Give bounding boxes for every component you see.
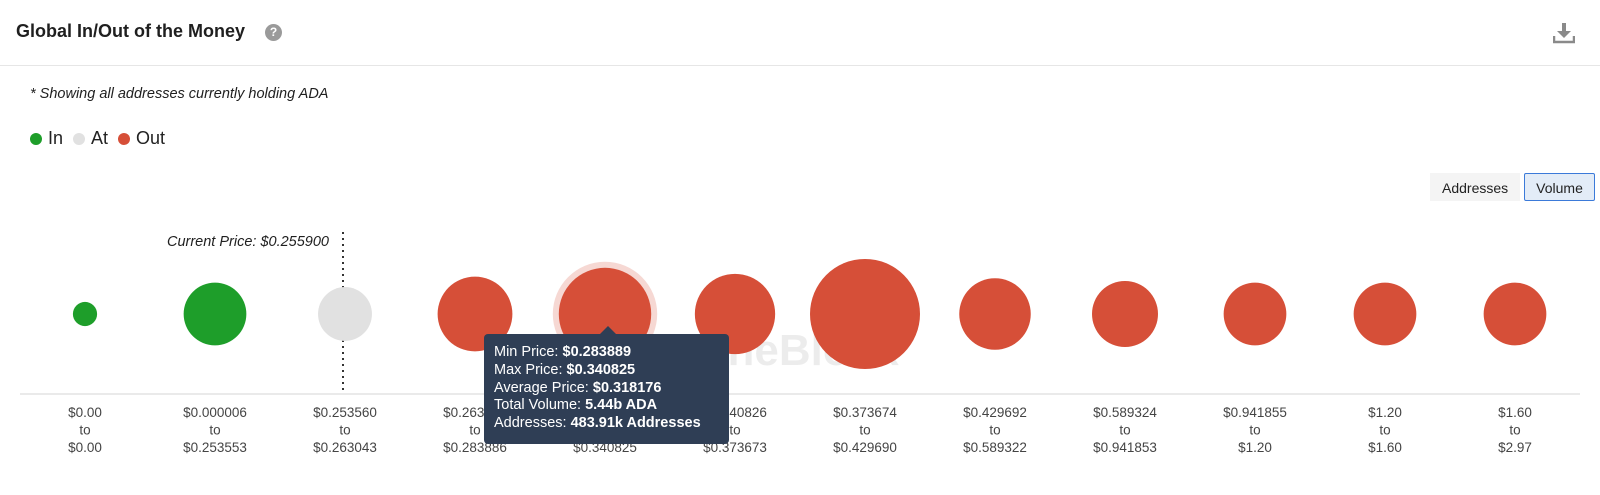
x-tick-label-1-1: to xyxy=(209,423,220,438)
x-tick-label-0-2: $0.00 xyxy=(68,440,102,455)
legend-label-out: Out xyxy=(136,128,166,148)
tooltip-addresses-value: 483.91k Addresses xyxy=(570,415,701,432)
chart-header: Global In/Out of the Money ? xyxy=(0,0,1600,66)
x-tick-label-11-1: to xyxy=(1509,423,1520,438)
x-tick-label-6-2: $0.429690 xyxy=(833,440,897,455)
legend-item-at[interactable]: At xyxy=(73,128,108,149)
chart-legend: In At Out xyxy=(30,128,175,149)
legend-dot-in xyxy=(30,132,42,145)
x-tick-label-10-1: to xyxy=(1379,423,1390,438)
x-tick-label-1-0: $0.000006 xyxy=(183,405,247,420)
x-tick-label-8-1: to xyxy=(1119,423,1130,438)
bubble-out-9[interactable] xyxy=(1223,282,1287,346)
x-tick-label-7-1: to xyxy=(989,423,1000,438)
bubble-out-7[interactable] xyxy=(959,278,1031,350)
bubble-tooltip: Min Price: $0.283889 Max Price: $0.34082… xyxy=(484,326,729,444)
bubble-out-10[interactable] xyxy=(1353,282,1417,346)
x-tick-label-3-1: to xyxy=(469,423,480,438)
tooltip-min-value: $0.283889 xyxy=(562,344,632,360)
x-tick-label-9-2: $1.20 xyxy=(1238,440,1272,455)
current-price-label: Current Price: $0.255900 xyxy=(167,234,329,250)
bubble-in-1[interactable] xyxy=(183,282,247,346)
addresses-toggle-button[interactable]: Addresses xyxy=(1430,173,1521,201)
tooltip-max-label: Max Price: xyxy=(494,361,563,378)
x-tick-label-9-0: $0.941855 xyxy=(1223,405,1287,420)
x-tick-label-0-1: to xyxy=(79,423,90,438)
tooltip-volume-value: 5.44b ADA xyxy=(585,397,658,414)
bubble-out-6[interactable] xyxy=(810,259,920,369)
x-tick-label-5-1: to xyxy=(729,423,740,438)
x-tick-label-2-1: to xyxy=(339,423,350,438)
x-tick-label-9-1: to xyxy=(1249,423,1260,438)
legend-label-at: At xyxy=(91,128,109,148)
bubble-at-2[interactable] xyxy=(318,287,372,341)
legend-dot-out xyxy=(118,132,131,145)
tooltip-volume-label: Total Volume: xyxy=(494,397,582,414)
legend-label-in: In xyxy=(48,128,64,148)
volume-toggle-button[interactable]: Volume xyxy=(1524,173,1595,201)
bubble-in-0[interactable] xyxy=(72,301,98,327)
x-tick-label-1-2: $0.253553 xyxy=(183,440,247,455)
legend-item-in[interactable]: In xyxy=(30,128,63,149)
x-tick-label-8-2: $0.941853 xyxy=(1093,440,1157,455)
tooltip-min-label: Min Price: xyxy=(494,344,559,360)
download-icon[interactable] xyxy=(1553,22,1575,44)
tooltip-addresses-label: Addresses: xyxy=(494,415,567,432)
x-tick-label-10-0: $1.20 xyxy=(1368,405,1402,420)
metric-toggle: Addresses Volume xyxy=(1430,173,1595,201)
x-tick-label-2-0: $0.253560 xyxy=(313,405,377,420)
bubble-out-8[interactable] xyxy=(1092,281,1158,347)
holding-note: * Showing all addresses currently holdin… xyxy=(30,86,329,102)
x-tick-label-11-0: $1.60 xyxy=(1498,405,1532,420)
bubble-out-11[interactable] xyxy=(1483,282,1547,346)
x-tick-label-2-2: $0.263043 xyxy=(313,440,377,455)
legend-item-out[interactable]: Out xyxy=(118,128,165,149)
x-tick-label-6-1: to xyxy=(859,423,870,438)
x-tick-label-11-2: $2.97 xyxy=(1498,440,1532,455)
tooltip-avg-label: Average Price: xyxy=(494,379,589,396)
x-tick-label-8-0: $0.589324 xyxy=(1093,405,1157,420)
tooltip-avg-value: $0.318176 xyxy=(592,379,662,396)
x-tick-label-10-2: $1.60 xyxy=(1368,440,1402,455)
page-title: Global In/Out of the Money xyxy=(16,21,245,41)
x-tick-label-7-2: $0.589322 xyxy=(963,440,1027,455)
question-circle-icon[interactable]: ? xyxy=(265,24,282,41)
x-tick-label-0-0: $0.00 xyxy=(68,405,102,420)
bubble-out-3[interactable] xyxy=(437,276,513,352)
x-tick-label-7-0: $0.429692 xyxy=(963,405,1027,420)
tooltip-max-value: $0.340825 xyxy=(566,361,636,378)
tooltip-arrow xyxy=(600,326,616,334)
legend-dot-at xyxy=(73,132,86,145)
x-tick-label-6-0: $0.373674 xyxy=(833,405,897,420)
